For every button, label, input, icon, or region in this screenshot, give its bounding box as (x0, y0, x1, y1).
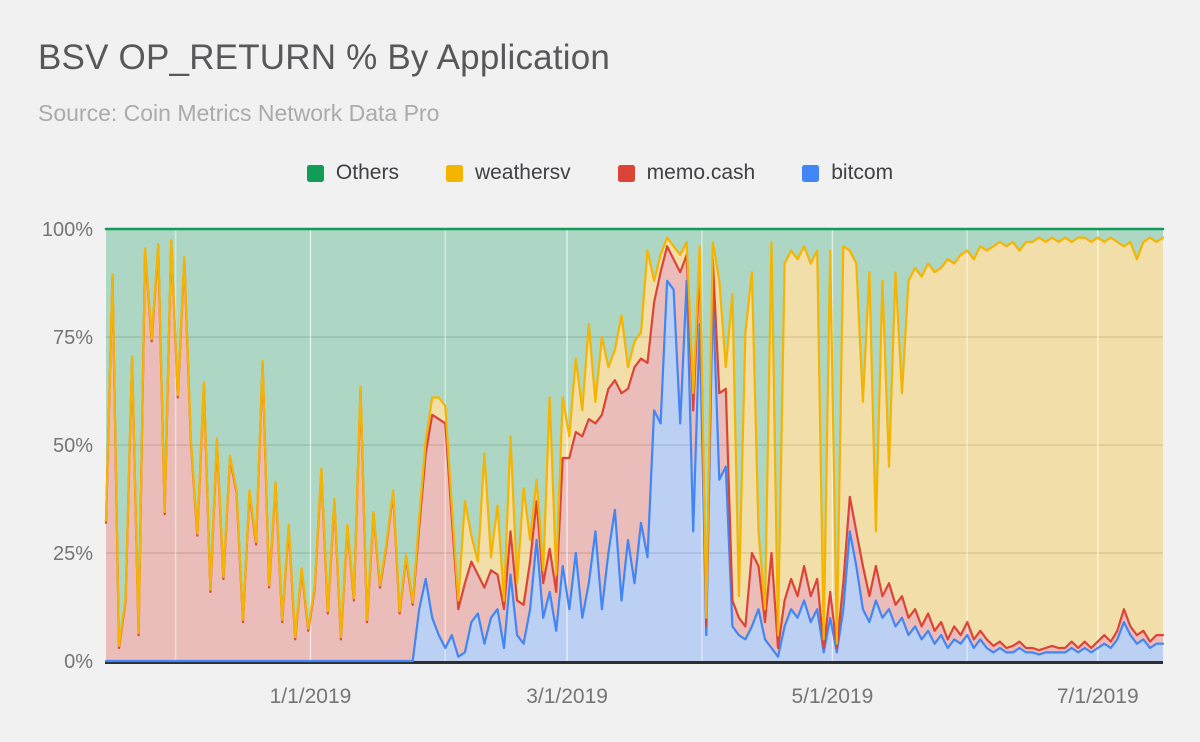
legend-swatch-memocash-icon (617, 164, 635, 182)
legend-swatch-bitcom-icon (802, 164, 820, 182)
legend-item-bitcom: bitcom (802, 161, 893, 185)
chart-source-subtitle: Source: Coin Metrics Network Data Pro (38, 100, 440, 126)
x-axis-label-3/1/2019: 3/1/2019 (526, 685, 608, 708)
chart-title: BSV OP_RETURN % By Application (38, 38, 611, 77)
series-bitcom-line (104, 279, 1165, 663)
legend-label-memocash: memo.cash (646, 161, 756, 184)
y-axis-label-75: 75% (53, 327, 93, 349)
y-axis-label-0: 0% (64, 651, 93, 673)
series-others-area (106, 229, 1163, 646)
legend-item-weathersv: weathersv (445, 161, 571, 185)
series-memocash-line (104, 240, 1165, 652)
x-axis-label-1/1/2019: 1/1/2019 (270, 685, 352, 708)
legend-item-memocash: memo.cash (617, 161, 756, 185)
legend-label-weathersv: weathersv (474, 161, 571, 184)
series-bitcom-area (106, 280, 1163, 661)
y-axis-label-100: 100% (42, 219, 93, 241)
legend-label-bitcom: bitcom (831, 161, 894, 184)
y-axis-label-25: 25% (53, 543, 93, 565)
series-weathersv-line (104, 236, 1165, 647)
x-axis-label-5/1/2019: 5/1/2019 (792, 685, 874, 708)
legend: Others weathersv memo.cash bitcom (0, 161, 1200, 185)
legend-item-others: Others (306, 161, 399, 185)
y-axis-label-50: 50% (53, 435, 93, 457)
series-memocash-area (106, 242, 1163, 661)
x-axis-label-7/1/2019: 7/1/2019 (1057, 685, 1139, 708)
legend-swatch-others-icon (306, 164, 324, 182)
legend-swatch-weathersv-icon (445, 164, 463, 182)
legend-label-others: Others (335, 161, 399, 184)
